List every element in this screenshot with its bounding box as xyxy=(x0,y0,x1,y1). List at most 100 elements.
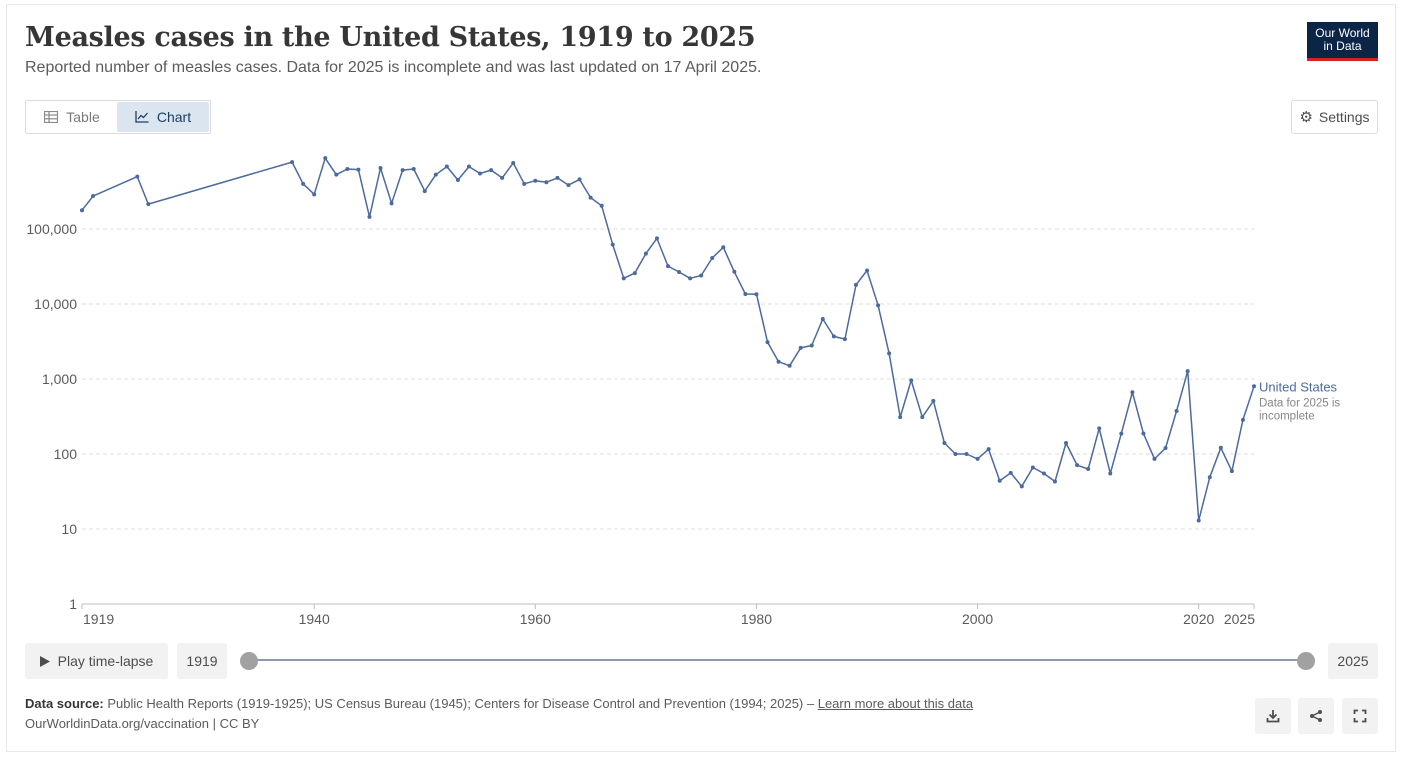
data-point xyxy=(776,359,781,364)
data-point xyxy=(389,201,394,206)
data-point xyxy=(677,270,682,275)
data-point xyxy=(323,156,328,161)
data-point xyxy=(1174,408,1179,413)
fullscreen-button[interactable] xyxy=(1342,698,1378,734)
data-point xyxy=(942,441,947,446)
data-point xyxy=(312,192,317,197)
data-point xyxy=(1152,456,1157,461)
data-point xyxy=(997,478,1002,483)
data-point xyxy=(621,276,626,281)
data-point xyxy=(466,164,471,169)
data-point xyxy=(444,164,449,169)
data-point xyxy=(1097,426,1102,431)
settings-button[interactable]: ⚙ Settings xyxy=(1291,100,1378,134)
data-point xyxy=(577,177,582,182)
data-point xyxy=(931,398,936,403)
data-point xyxy=(1252,384,1256,389)
data-point xyxy=(455,178,460,183)
series-note: Data for 2025 is xyxy=(1259,397,1340,409)
tab-chart-label: Chart xyxy=(156,109,192,125)
data-point xyxy=(599,203,604,208)
data-point xyxy=(411,167,416,172)
data-point xyxy=(887,351,892,356)
y-tick-label: 1,000 xyxy=(42,371,77,387)
timeline-start-handle[interactable] xyxy=(240,652,258,670)
x-tick-label: 2020 xyxy=(1183,611,1214,627)
share-button[interactable] xyxy=(1298,698,1334,734)
data-point xyxy=(610,242,615,247)
data-point xyxy=(920,415,925,420)
data-point xyxy=(1141,431,1146,436)
series-note: incomplete xyxy=(1259,410,1315,422)
data-point xyxy=(732,269,737,274)
tab-chart[interactable]: Chart xyxy=(117,102,209,132)
data-point xyxy=(898,415,903,420)
data-point xyxy=(345,167,350,172)
data-point xyxy=(743,291,748,296)
data-point xyxy=(710,256,715,261)
data-point xyxy=(1108,471,1113,476)
y-tick-label: 100,000 xyxy=(26,221,77,237)
logo-line-2: in Data xyxy=(1323,39,1362,53)
share-icon xyxy=(1310,710,1322,722)
data-point xyxy=(1229,469,1234,474)
data-point xyxy=(632,271,637,276)
data-point xyxy=(787,363,792,368)
data-point xyxy=(290,160,295,165)
x-tick-label: 2025 xyxy=(1224,611,1255,627)
data-point xyxy=(1030,465,1035,470)
settings-label: Settings xyxy=(1318,109,1370,125)
data-point xyxy=(522,181,527,186)
data-point xyxy=(654,236,659,241)
data-point xyxy=(478,171,483,176)
timeline-start-year[interactable]: 1919 xyxy=(177,643,227,679)
data-point xyxy=(1019,484,1024,489)
data-point xyxy=(1163,446,1168,451)
data-point xyxy=(1119,431,1124,436)
data-point xyxy=(1075,463,1080,468)
y-tick-label: 100 xyxy=(54,446,78,462)
x-tick-label: 1940 xyxy=(299,611,330,627)
data-point xyxy=(754,292,759,297)
data-point xyxy=(1130,390,1135,395)
data-point xyxy=(986,447,991,452)
data-point xyxy=(433,172,438,177)
x-tick-label: 1980 xyxy=(741,611,772,627)
play-label: Play time-lapse xyxy=(57,653,154,669)
data-point xyxy=(489,168,494,173)
download-button[interactable] xyxy=(1255,698,1291,734)
data-point xyxy=(378,166,383,171)
data-point xyxy=(765,340,770,345)
data-point xyxy=(975,456,980,461)
learn-more-link[interactable]: Learn more about this data xyxy=(817,696,974,711)
data-point xyxy=(1196,518,1201,523)
data-point xyxy=(1086,467,1091,472)
data-point xyxy=(533,178,538,183)
data-point xyxy=(953,452,958,456)
view-tabs: Table Chart xyxy=(25,100,211,134)
play-icon xyxy=(39,655,50,667)
data-point xyxy=(688,276,693,281)
timeline-track[interactable] xyxy=(249,659,1306,661)
data-point xyxy=(964,452,969,456)
owid-logo[interactable]: Our World in Data xyxy=(1307,22,1378,61)
chart-frame xyxy=(6,4,1396,752)
source-label: Data source: xyxy=(25,696,104,711)
data-point xyxy=(500,175,505,180)
fullscreen-icon xyxy=(1353,709,1367,723)
data-point xyxy=(853,282,858,287)
play-timelapse-button[interactable]: Play time-lapse xyxy=(25,643,168,679)
data-point xyxy=(798,345,803,350)
data-source: Data source: Public Health Reports (1919… xyxy=(25,696,973,711)
data-point xyxy=(301,181,306,186)
timeline-end-handle[interactable] xyxy=(1297,652,1315,670)
timeline-end-year[interactable]: 2025 xyxy=(1328,643,1378,679)
data-point xyxy=(1207,475,1212,480)
data-point xyxy=(666,264,670,269)
data-point xyxy=(1218,445,1223,450)
tab-table[interactable]: Table xyxy=(27,102,117,132)
source-text: Public Health Reports (1919-1925); US Ce… xyxy=(107,696,818,711)
x-tick-label: 1960 xyxy=(520,611,551,627)
tab-table-label: Table xyxy=(66,109,100,125)
data-point xyxy=(400,168,405,173)
